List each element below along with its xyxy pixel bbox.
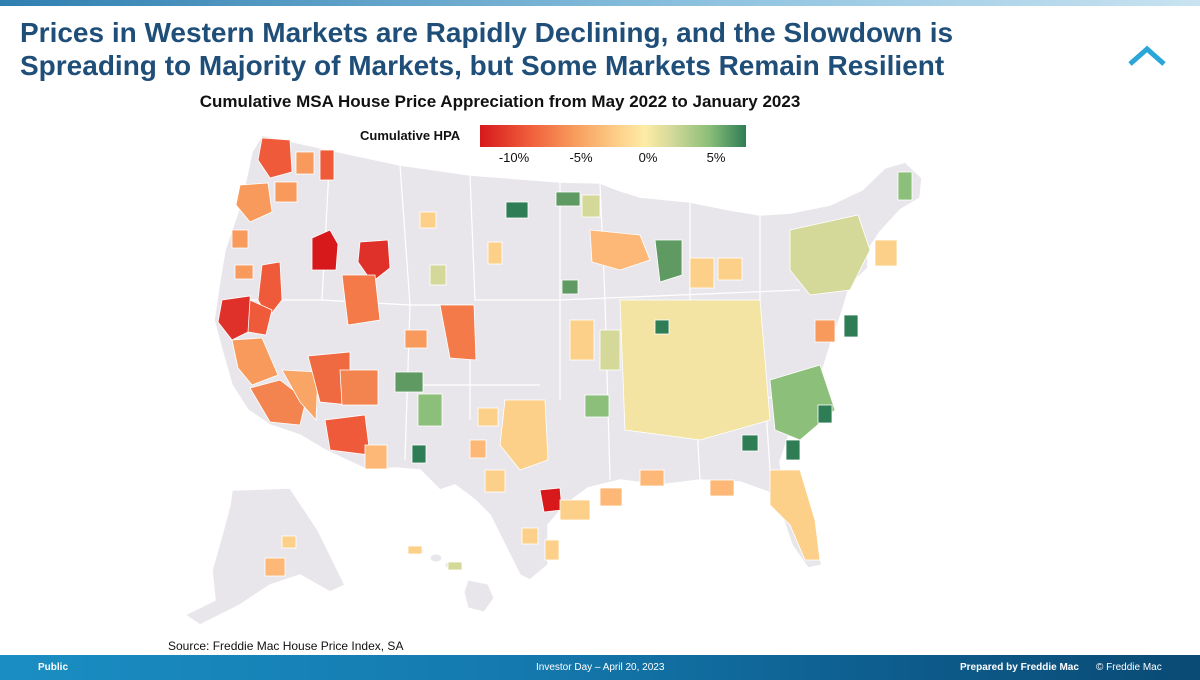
chart-subtitle: Cumulative MSA House Price Appreciation … <box>199 92 801 111</box>
msa-region <box>419 211 437 229</box>
legend-tick: 0% <box>638 150 658 165</box>
msa-region <box>274 181 298 203</box>
msa-region <box>599 487 623 507</box>
msa-regions <box>217 137 913 577</box>
footer-prepared-by: Prepared by Freddie Mac <box>960 662 1079 673</box>
msa-region <box>484 469 506 493</box>
msa-region-texas <box>499 399 549 471</box>
msa-region <box>407 545 423 555</box>
msa-region-boise <box>311 229 339 271</box>
msa-region <box>814 319 836 343</box>
footer-bar: Public Investor Day – April 20, 2023 Pre… <box>0 655 1200 680</box>
alaska-land <box>183 487 347 626</box>
source-note: Source: Freddie Mac House Price Index, S… <box>168 639 404 653</box>
msa-region-sf-bay <box>217 295 253 341</box>
footer-event: Investor Day – April 20, 2023 <box>536 662 665 673</box>
msa-region <box>281 535 297 549</box>
msa-region <box>689 257 715 289</box>
msa-region <box>447 561 463 571</box>
msa-region <box>709 479 735 497</box>
msa-region <box>581 194 601 218</box>
msa-region-new-mexico <box>394 371 424 393</box>
msa-region <box>599 329 621 371</box>
msa-region <box>561 279 579 295</box>
msa-region <box>234 264 254 280</box>
msa-region-central-ca <box>231 337 279 386</box>
msa-region <box>295 151 315 175</box>
msa-region-northeast <box>789 214 871 296</box>
us-mainland-land <box>213 134 923 581</box>
msa-region-denver <box>439 304 477 361</box>
msa-region <box>404 329 428 349</box>
msa-region-austin <box>539 487 563 513</box>
msa-region <box>874 239 898 267</box>
msa-region <box>487 241 503 265</box>
msa-region <box>264 557 286 577</box>
msa-region <box>741 434 759 452</box>
msa-region-seattle <box>257 137 293 179</box>
msa-region-el-paso <box>411 444 427 464</box>
msa-region-chicago <box>654 239 683 283</box>
footer-copyright: © Freddie Mac <box>1096 662 1162 673</box>
msa-region-phoenix <box>339 369 379 406</box>
msa-region-tucson <box>324 414 371 456</box>
msa-region <box>544 539 560 561</box>
msa-region <box>477 407 499 427</box>
legend-tick: 5% <box>706 150 726 165</box>
msa-region <box>521 527 539 545</box>
msa-region <box>654 319 670 335</box>
msa-region <box>559 499 591 521</box>
legend-title: Cumulative HPA <box>360 128 461 143</box>
msa-region-utah <box>341 274 381 326</box>
msa-region-southeast <box>619 299 771 441</box>
legend-color-scale <box>480 125 746 147</box>
msa-region <box>843 314 859 338</box>
msa-region <box>639 469 665 487</box>
us-msa-map <box>183 134 923 626</box>
msa-region-midwest <box>589 229 651 271</box>
msa-region <box>319 149 335 181</box>
msa-region <box>555 191 581 207</box>
msa-region-los-angeles <box>249 379 307 426</box>
msa-region-salt-lake <box>357 239 391 283</box>
msa-region <box>584 394 610 418</box>
hawaii-land <box>411 546 495 613</box>
house-roof-icon <box>1128 45 1166 66</box>
msa-region <box>717 257 743 281</box>
msa-region <box>469 439 487 459</box>
msa-region <box>417 393 443 427</box>
msa-region <box>897 171 913 201</box>
msa-region <box>785 439 801 461</box>
slide-title: Prices in Western Markets are Rapidly De… <box>20 17 954 81</box>
msa-region <box>364 444 388 470</box>
legend-tick: -5% <box>569 150 593 165</box>
msa-region-reno <box>257 261 283 319</box>
msa-region <box>817 404 833 424</box>
msa-region <box>231 229 249 249</box>
msa-region <box>569 319 595 361</box>
msa-region-mojave <box>281 369 319 422</box>
msa-region-florida <box>769 469 821 561</box>
msa-region <box>505 201 529 219</box>
legend-tick: -10% <box>498 150 530 165</box>
msa-region-sacramento <box>247 299 273 336</box>
footer-classification: Public <box>38 662 69 673</box>
msa-region <box>429 264 447 286</box>
msa-region-portland <box>235 182 273 223</box>
top-accent-bar <box>0 0 1200 6</box>
